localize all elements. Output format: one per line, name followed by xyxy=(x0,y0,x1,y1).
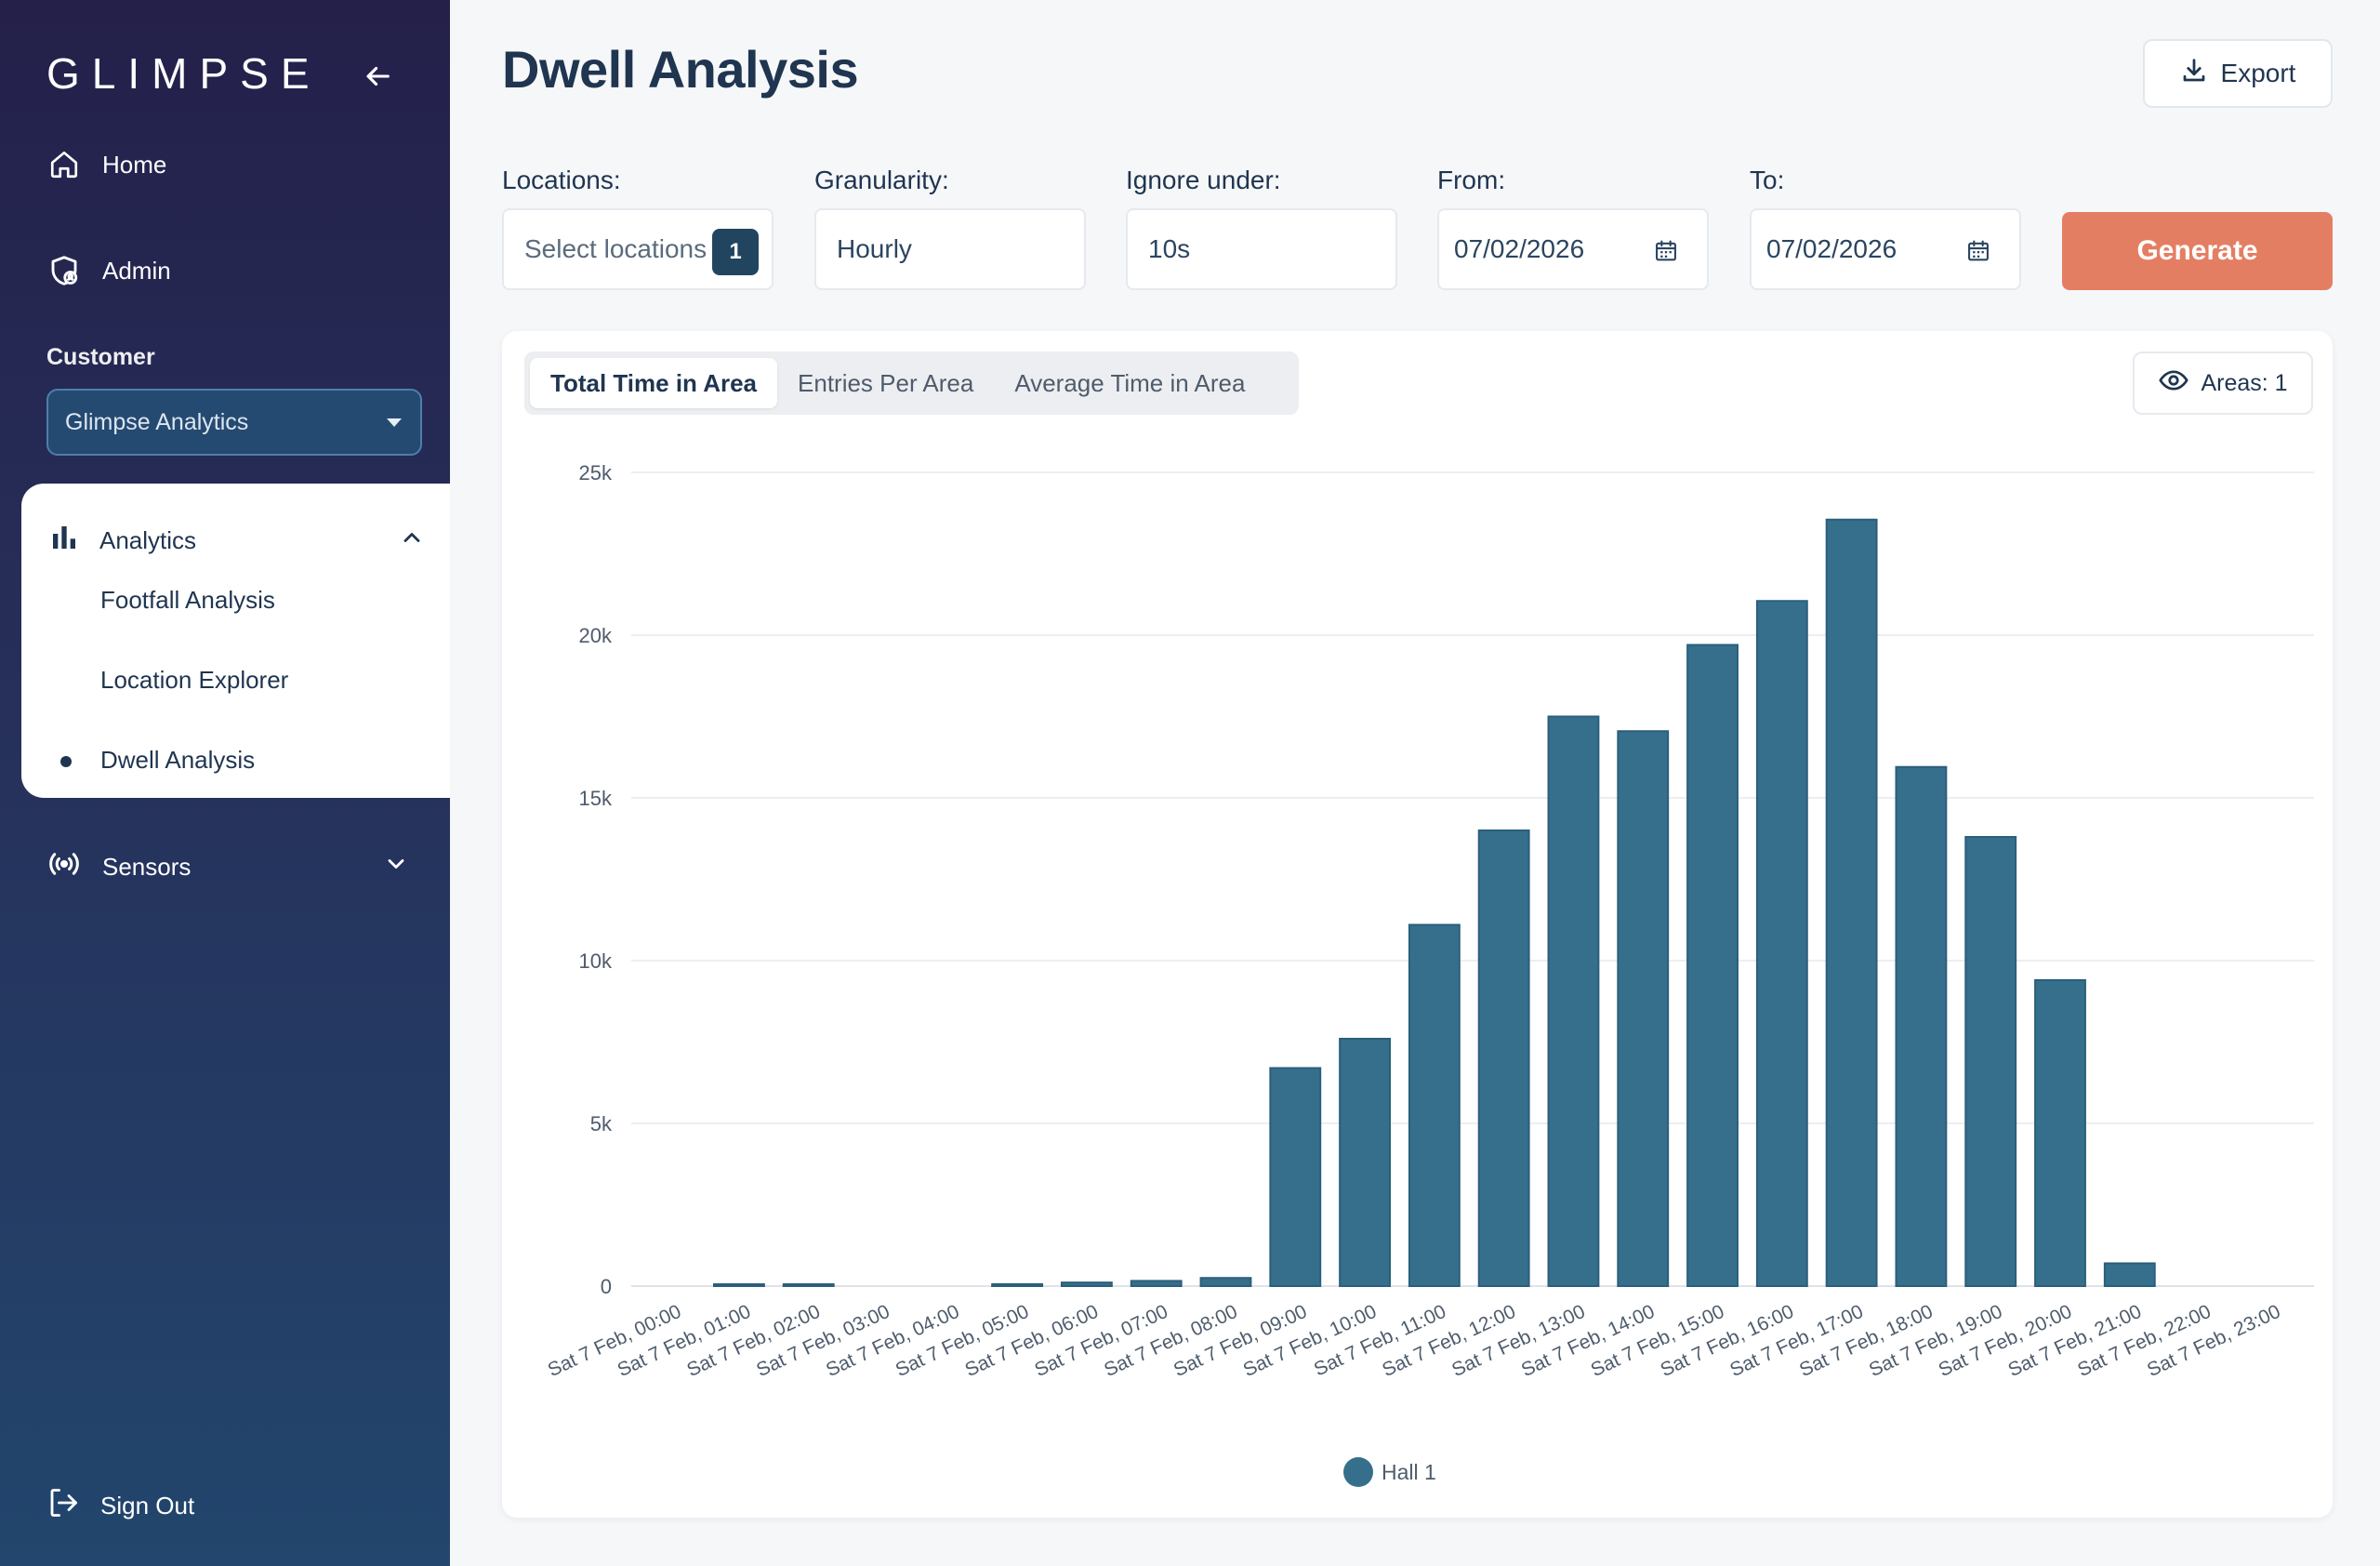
granularity-label: Granularity: xyxy=(814,166,949,194)
bar[interactable] xyxy=(1964,836,2017,1287)
to-label: To: xyxy=(1750,166,1785,194)
bar[interactable] xyxy=(2103,1262,2156,1287)
granularity-value: Hourly xyxy=(837,234,912,263)
locations-select[interactable]: Select locations 1 xyxy=(502,208,774,290)
y-tick-label: 5k xyxy=(590,1112,613,1135)
from-date-input[interactable]: 07/02/2026 xyxy=(1437,208,1709,290)
page-title: Dwell Analysis xyxy=(502,40,859,99)
logout-icon xyxy=(46,1486,80,1526)
bar[interactable] xyxy=(1617,730,1670,1287)
tab-average-time-in-area[interactable]: Average Time in Area xyxy=(1014,368,1246,397)
nav-analytics[interactable]: Analytics xyxy=(49,500,430,580)
nav-footfall-analysis[interactable]: Footfall Analysis xyxy=(100,586,275,614)
bar[interactable] xyxy=(1130,1280,1183,1288)
customer-select[interactable]: Glimpse Analytics xyxy=(46,389,422,456)
bar[interactable] xyxy=(1269,1067,1322,1287)
chart-card: Total Time in Area Entries Per Area Aver… xyxy=(502,331,2333,1518)
chevron-up-icon xyxy=(399,524,425,557)
tab-entries-per-area[interactable]: Entries Per Area xyxy=(798,368,974,397)
customer-select-value: Glimpse Analytics xyxy=(65,408,249,435)
bar[interactable] xyxy=(1408,923,1461,1287)
locations-label: Locations: xyxy=(502,166,621,194)
bar[interactable] xyxy=(1895,765,1948,1287)
areas-toggle-button[interactable]: Areas: 1 xyxy=(2133,352,2313,415)
ignore-under-value: 10s xyxy=(1148,234,1191,263)
customer-label: Customer xyxy=(46,344,155,370)
tab-total-time-in-area[interactable]: Total Time in Area xyxy=(530,358,778,408)
bar[interactable] xyxy=(782,1283,835,1287)
y-tick-label: 25k xyxy=(579,461,613,484)
broadcast-icon xyxy=(46,846,82,888)
collapse-sidebar-button[interactable] xyxy=(357,56,398,97)
granularity-select[interactable]: Hourly xyxy=(814,208,1086,290)
analytics-submenu: Analytics Footfall Analysis Location Exp… xyxy=(21,484,450,798)
calendar-icon[interactable] xyxy=(1965,238,1991,271)
areas-label: Areas: 1 xyxy=(2201,369,2288,396)
export-button[interactable]: Export xyxy=(2143,39,2333,108)
ignore-under-label: Ignore under: xyxy=(1126,166,1281,194)
nav-home-label: Home xyxy=(102,150,167,179)
from-date-value: 07/02/2026 xyxy=(1454,234,1585,263)
from-label: From: xyxy=(1437,166,1506,194)
bar[interactable] xyxy=(1199,1277,1252,1287)
y-tick-label: 15k xyxy=(579,787,613,810)
nav-analytics-label: Analytics xyxy=(99,525,197,554)
y-tick-label: 10k xyxy=(579,949,613,973)
nav-sensors[interactable]: Sensors xyxy=(46,846,409,888)
bar[interactable] xyxy=(713,1283,765,1287)
to-date-input[interactable]: 07/02/2026 xyxy=(1750,208,2021,290)
download-icon xyxy=(2180,57,2208,91)
legend[interactable]: Hall 1 xyxy=(1343,1457,1436,1487)
bar[interactable] xyxy=(1339,1038,1391,1287)
bar[interactable] xyxy=(1686,644,1739,1287)
eye-icon xyxy=(2158,365,2189,403)
calendar-icon[interactable] xyxy=(1653,238,1679,271)
home-icon xyxy=(46,147,82,182)
y-tick-label: 20k xyxy=(579,624,613,647)
locations-placeholder: Select locations xyxy=(524,234,707,263)
chart-tabs: Total Time in Area Entries Per Area Aver… xyxy=(524,352,1299,415)
bar[interactable] xyxy=(1060,1281,1113,1288)
to-date-value: 07/02/2026 xyxy=(1766,234,1897,263)
sign-out-button[interactable]: Sign Out xyxy=(46,1486,194,1526)
nav-admin-label: Admin xyxy=(102,256,171,285)
export-label: Export xyxy=(2220,59,2296,87)
shield-user-icon xyxy=(46,253,82,288)
bar[interactable] xyxy=(991,1282,1044,1288)
bar[interactable] xyxy=(1547,715,1600,1287)
ignore-under-input[interactable]: 10s xyxy=(1126,208,1397,290)
legend-swatch xyxy=(1343,1457,1373,1487)
bar[interactable] xyxy=(2034,979,2086,1287)
nav-home[interactable]: Home xyxy=(46,147,166,182)
sign-out-label: Sign Out xyxy=(100,1492,195,1520)
locations-count-badge: 1 xyxy=(712,229,759,275)
arrow-left-icon xyxy=(366,66,390,86)
bar[interactable] xyxy=(1477,829,1530,1287)
bar[interactable] xyxy=(1755,600,1808,1287)
bar-chart-icon xyxy=(49,523,79,559)
nav-location-explorer[interactable]: Location Explorer xyxy=(100,666,289,694)
nav-admin[interactable]: Admin xyxy=(46,253,171,288)
active-indicator-dot xyxy=(60,756,72,767)
caret-down-icon xyxy=(387,418,402,427)
nav-sensors-label: Sensors xyxy=(102,853,192,881)
bar[interactable] xyxy=(1825,518,1878,1287)
nav-dwell-analysis[interactable]: Dwell Analysis xyxy=(100,746,256,774)
chevron-down-icon xyxy=(383,851,409,883)
generate-button[interactable]: Generate xyxy=(2062,212,2333,290)
legend-label: Hall 1 xyxy=(1382,1460,1436,1484)
brand-logo: GLIMPSE xyxy=(46,49,322,98)
y-tick-label: 0 xyxy=(601,1275,612,1298)
